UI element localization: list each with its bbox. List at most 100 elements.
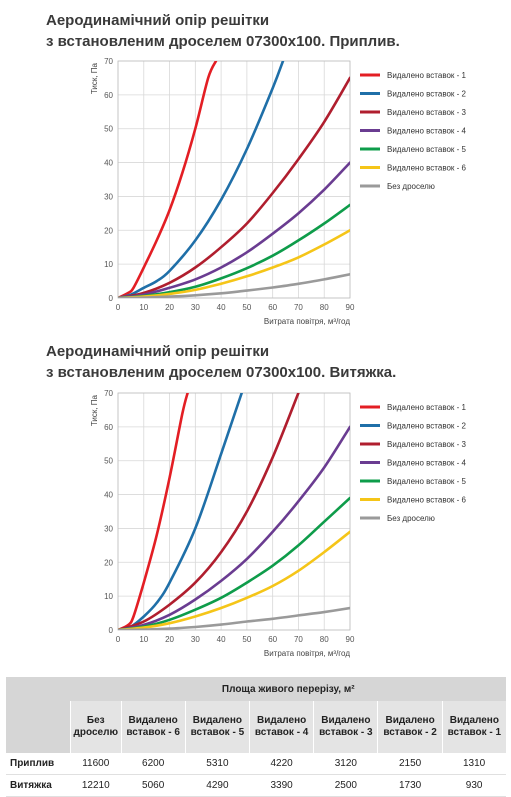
y-tick-label: 0 (109, 294, 114, 303)
table-cell: 3120 (313, 753, 378, 775)
series-line-3 (118, 76, 350, 298)
y-axis-label: Тиск, Па (90, 394, 99, 426)
series-line-6 (118, 530, 350, 630)
table-cell: 2500 (313, 774, 378, 797)
table-cell: 5310 (185, 753, 250, 775)
x-tick-label: 50 (242, 303, 251, 312)
chart-1-title-line-1: Аеродинамічний опір решітки (46, 12, 270, 29)
x-tick-label: 70 (294, 635, 303, 644)
chart-1-title: Аеродинамічний опір решітки з встановлен… (46, 10, 400, 52)
table-group-header: Площа живого перерізу, м² (70, 677, 506, 701)
y-tick-label: 40 (104, 491, 113, 500)
table-column-header: Видалено вставок - 1 (441, 701, 506, 753)
x-tick-label: 40 (217, 635, 226, 644)
series-line-2 (118, 61, 285, 298)
series-line-7 (118, 273, 350, 298)
table-row: Витяжка 12210 5060 4290 3390 2500 1730 9… (6, 774, 506, 797)
y-tick-label: 0 (109, 626, 114, 635)
y-tick-label: 60 (104, 423, 113, 432)
legend-label: Видалено вставок - 3 (387, 440, 467, 449)
table-cell: 2150 (377, 753, 443, 775)
y-axis-label: Тиск, Па (90, 62, 99, 94)
legend-label: Видалено вставок - 2 (387, 90, 467, 99)
legend-label: Видалено вставок - 4 (387, 127, 467, 136)
series-line-7 (118, 606, 350, 630)
table-column-header: Видалено вставок - 6 (120, 701, 186, 753)
table-cell: 11600 (70, 753, 122, 775)
plot-frame (117, 392, 351, 631)
table-column-header: Видалено вставок - 3 (313, 701, 378, 753)
x-tick-label: 80 (320, 303, 329, 312)
table-column-header: Видалено вставок - 4 (249, 701, 314, 753)
legend-label: Видалено вставок - 1 (387, 403, 467, 412)
x-tick-label: 20 (165, 303, 174, 312)
table-column-header-row: Без дроселю Видалено вставок - 6 Видален… (6, 701, 506, 753)
y-tick-label: 30 (104, 524, 113, 533)
chart-2-title-line-2: з встановленим дроселем 07300x100. Витяж… (46, 364, 397, 381)
pressure-chart-exhaust: 0 10 20 30 40 50 60 70 80 90 0 10 20 30 40 50 60 70 Витрат… (90, 389, 467, 658)
y-tick-label: 60 (104, 91, 113, 100)
legend-label: Видалено вставок - 5 (387, 477, 467, 486)
series-line-4 (118, 161, 350, 298)
chart-2-title-line-1: Аеродинамічний опір решітки (46, 343, 270, 360)
series-line-5 (118, 496, 350, 630)
x-tick-label: 90 (346, 303, 355, 312)
x-tick-label: 0 (116, 303, 121, 312)
y-tick-label: 10 (104, 260, 113, 269)
series-line-3 (118, 393, 300, 630)
y-tick-label: 20 (104, 558, 113, 567)
table-column-header: Без дроселю (70, 701, 122, 753)
legend-label: Видалено вставок - 4 (387, 459, 467, 468)
x-tick-label: 40 (217, 303, 226, 312)
y-tick-label: 50 (104, 125, 113, 134)
table-cell: 1310 (442, 753, 506, 775)
x-tick-label: 60 (268, 635, 277, 644)
legend-label: Видалено вставок - 2 (387, 422, 467, 431)
table-cell: 930 (442, 774, 506, 797)
x-tick-label: 20 (165, 635, 174, 644)
table-cell: 4290 (185, 774, 250, 797)
legend-label: Видалено вставок - 6 (387, 496, 467, 505)
legend-label: Без дроселю (387, 182, 435, 191)
x-tick-label: 0 (116, 635, 121, 644)
row-label: Витяжка (6, 774, 71, 797)
x-tick-label: 30 (191, 635, 200, 644)
y-tick-label: 30 (104, 192, 113, 201)
y-tick-label: 70 (104, 389, 113, 398)
chart-2-title: Аеродинамічний опір решітки з встановлен… (46, 341, 396, 383)
y-tick-label: 70 (104, 57, 113, 66)
legend-label: Без дроселю (387, 514, 435, 523)
x-tick-label: 70 (294, 303, 303, 312)
table-row: Приплив 11600 6200 5310 4220 3120 2150 1… (6, 753, 506, 775)
x-axis-label: Витрата повітря, м³/год (264, 649, 350, 658)
series-line-4 (118, 425, 350, 630)
series-line-1 (118, 61, 218, 298)
x-tick-label: 10 (139, 635, 148, 644)
y-tick-label: 10 (104, 592, 113, 601)
row-label: Приплив (6, 753, 71, 775)
plot-frame (117, 60, 351, 299)
table-column-header: Видалено вставок - 2 (377, 701, 443, 753)
series-line-1 (118, 393, 189, 630)
series-line-6 (118, 229, 350, 298)
table-cell: 4220 (249, 753, 314, 775)
x-tick-label: 50 (242, 635, 251, 644)
y-tick-label: 20 (104, 226, 113, 235)
legend-label: Видалено вставок - 3 (387, 108, 467, 117)
x-tick-label: 30 (191, 303, 200, 312)
free-area-table: Площа живого перерізу, м² Без дроселю Ви… (6, 677, 506, 797)
y-tick-label: 40 (104, 159, 113, 168)
x-tick-label: 10 (139, 303, 148, 312)
legend-label: Видалено вставок - 5 (387, 145, 467, 154)
table-cell: 6200 (121, 753, 186, 775)
table-cell: 3390 (249, 774, 314, 797)
y-tick-label: 50 (104, 457, 113, 466)
pressure-chart-supply: 0 10 20 30 40 50 60 70 80 90 0 10 20 30 40 50 60 70 Витрат… (90, 57, 467, 326)
table-cell: 1730 (377, 774, 443, 797)
x-tick-label: 60 (268, 303, 277, 312)
legend-label: Видалено вставок - 1 (387, 71, 467, 80)
x-tick-label: 90 (346, 635, 355, 644)
chart-1-title-line-2: з встановленим дроселем 07300x100. Припл… (46, 33, 400, 50)
x-axis-label: Витрата повітря, м³/год (264, 317, 350, 326)
table-cell: 12210 (70, 774, 122, 797)
